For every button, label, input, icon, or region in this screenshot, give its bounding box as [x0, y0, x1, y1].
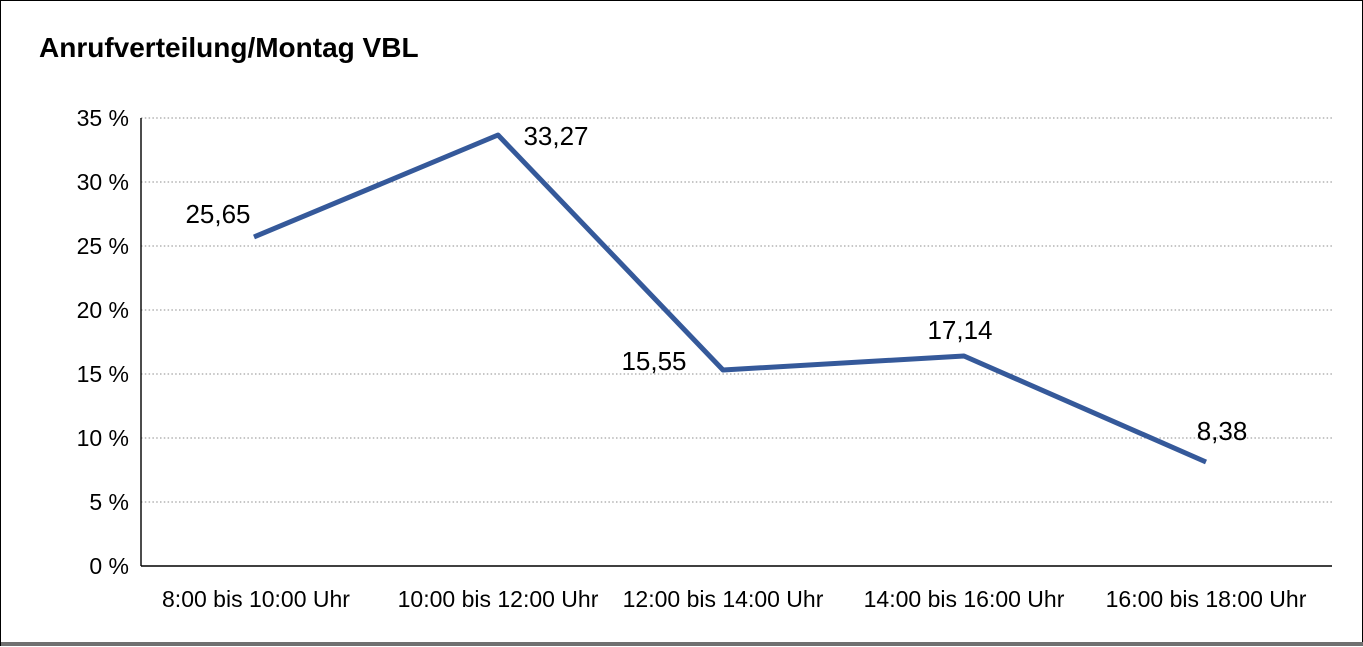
svg-text:25 %: 25 % [77, 233, 129, 259]
svg-text:16:00 bis 18:00 Uhr: 16:00 bis 18:00 Uhr [1106, 586, 1307, 612]
svg-text:35 %: 35 % [77, 105, 129, 131]
svg-text:5 %: 5 % [89, 489, 129, 515]
svg-text:8,38: 8,38 [1197, 416, 1248, 446]
svg-text:10 %: 10 % [77, 425, 129, 451]
svg-text:17,14: 17,14 [927, 315, 992, 345]
svg-text:33,27: 33,27 [523, 121, 588, 151]
svg-text:20 %: 20 % [77, 297, 129, 323]
svg-text:12:00 bis 14:00 Uhr: 12:00 bis 14:00 Uhr [623, 586, 824, 612]
svg-text:0 %: 0 % [89, 553, 129, 579]
svg-text:25,65: 25,65 [185, 199, 250, 229]
svg-text:30 %: 30 % [77, 169, 129, 195]
svg-text:15,55: 15,55 [621, 346, 686, 376]
svg-text:14:00 bis 16:00 Uhr: 14:00 bis 16:00 Uhr [864, 586, 1065, 612]
svg-text:15 %: 15 % [77, 361, 129, 387]
svg-text:8:00 bis 10:00 Uhr: 8:00 bis 10:00 Uhr [162, 586, 350, 612]
svg-text:10:00 bis 12:00 Uhr: 10:00 bis 12:00 Uhr [398, 586, 599, 612]
